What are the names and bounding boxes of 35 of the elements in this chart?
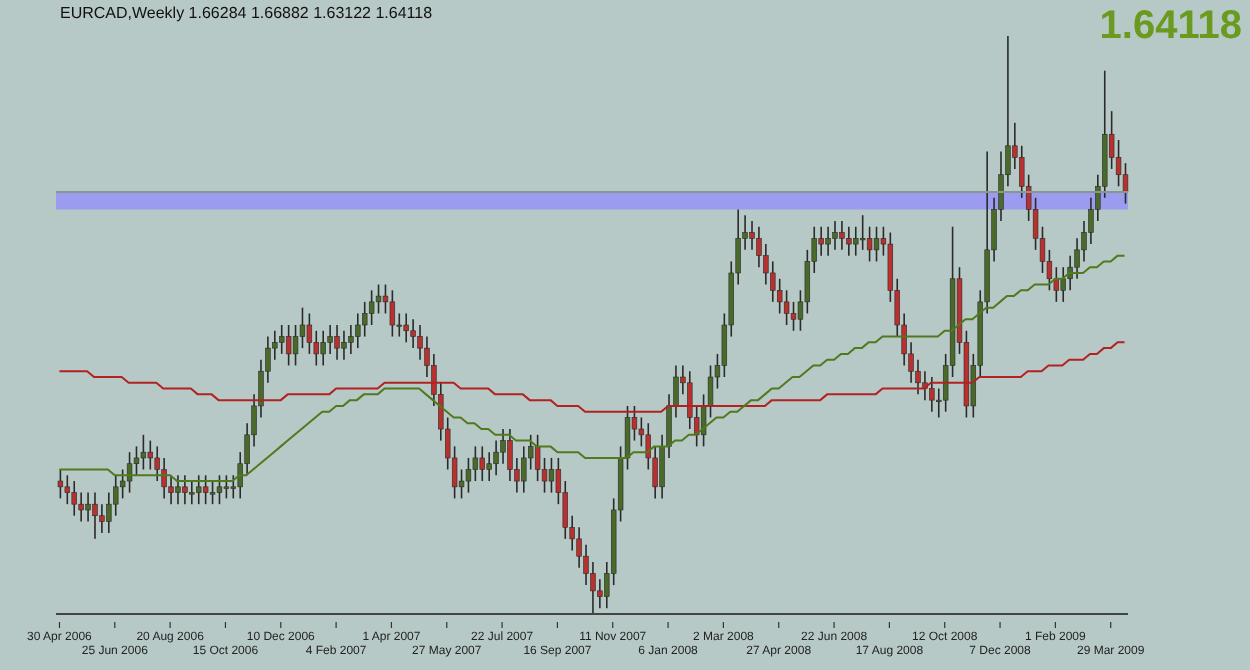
candlestick — [92, 491, 98, 540]
candlestick — [479, 445, 485, 482]
candlestick — [140, 434, 147, 471]
annotation: 1.64118 — [1099, 4, 1242, 50]
candlestick — [196, 474, 202, 505]
candlestick — [334, 324, 340, 361]
candlestick — [825, 225, 831, 257]
candlestick — [223, 474, 230, 500]
candlestick — [859, 214, 866, 251]
candlestick — [216, 474, 223, 505]
candlestick — [85, 491, 91, 523]
candlestick — [839, 220, 845, 251]
candlestick — [389, 289, 396, 338]
candlestick — [403, 312, 409, 344]
candlestick — [548, 457, 555, 494]
candlestick — [873, 225, 880, 263]
candlestick — [832, 220, 838, 251]
candlestick — [818, 225, 824, 257]
candlestick — [866, 225, 873, 263]
candlestick — [126, 451, 133, 494]
candlestick — [320, 329, 326, 367]
candlestick — [182, 474, 188, 505]
candlestick — [783, 289, 790, 326]
candlestick — [189, 480, 195, 505]
candlestick — [285, 324, 292, 367]
chart-title: EURCAD,Weekly 1.66284 1.66882 1.63122 1.64118 — [60, 4, 433, 22]
candlestick — [846, 225, 852, 257]
candlestick — [202, 474, 209, 505]
candlestick — [279, 324, 285, 355]
candlestick — [175, 474, 181, 505]
candlestick — [341, 329, 347, 361]
candlestick — [209, 480, 216, 505]
candlestick — [71, 480, 77, 517]
candlestick — [929, 376, 935, 413]
candlestick — [57, 468, 64, 500]
